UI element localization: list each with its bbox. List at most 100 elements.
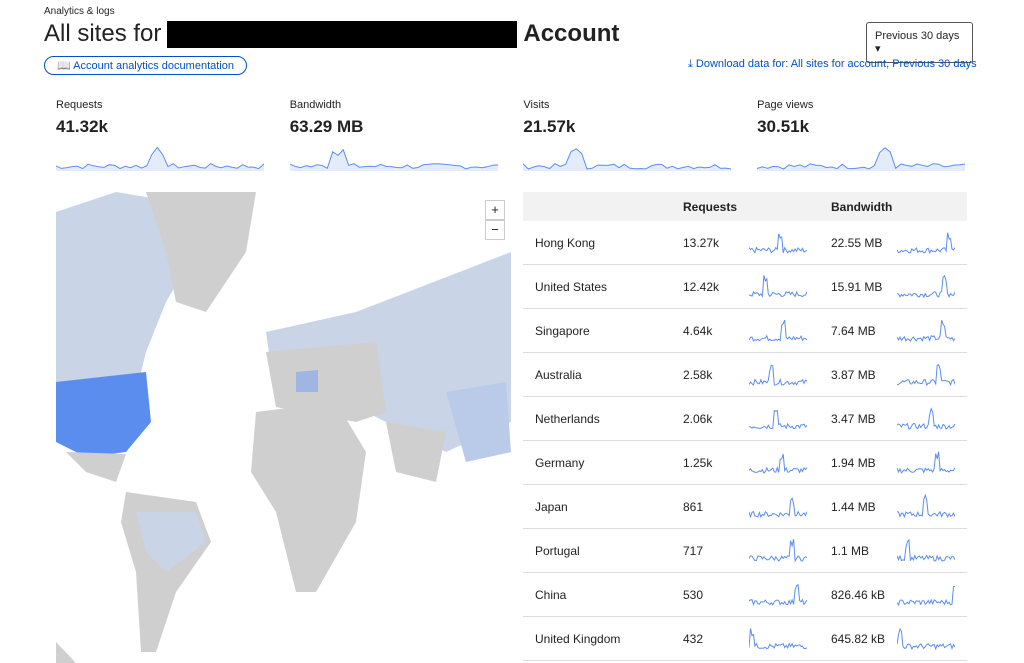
breadcrumb[interactable]: Analytics & logs (44, 6, 115, 17)
spark-line (749, 233, 807, 254)
docs-button[interactable]: 📖 Account analytics documentation (44, 56, 247, 75)
requests: 861 (683, 499, 704, 514)
sparkline (749, 275, 807, 298)
country: Hong Kong (535, 235, 596, 250)
requests: 1.25k (683, 455, 713, 470)
metric-value: 41.32k (56, 117, 108, 136)
period-dropdown[interactable]: Previous 30 days ▾ (866, 22, 973, 63)
metric-label: Page views (757, 99, 814, 111)
country: Germany (535, 455, 585, 470)
table-row: China 530 826.46 kB (523, 573, 967, 617)
sparkline (897, 232, 955, 255)
metric-label: Visits (523, 99, 550, 111)
spark-line (897, 538, 955, 562)
country: Singapore (535, 323, 590, 338)
sparkline (523, 148, 732, 171)
spark-line (749, 497, 807, 519)
requests: 2.06k (683, 411, 713, 426)
bandwidth: 22.55 MB (831, 235, 883, 250)
bandwidth: 1.1 MB (831, 543, 870, 558)
spark-line (897, 627, 955, 651)
requests: 717 (683, 543, 704, 558)
bandwidth: 7.64 MB (831, 323, 876, 338)
spark-line (749, 319, 807, 342)
sparkline (749, 497, 807, 519)
table-row: Singapore 4.64k 7.64 MB (523, 309, 967, 353)
zoom-in[interactable]: + (485, 200, 505, 220)
sparkline (749, 454, 807, 474)
spark-line (749, 538, 807, 563)
zoom-out[interactable]: − (485, 220, 505, 240)
bandwidth: 3.87 MB (831, 367, 876, 382)
sparkline (56, 146, 264, 171)
spark-line (749, 364, 807, 386)
metric: Page views 30.51k (757, 99, 967, 171)
country-table: Requests Bandwidth Hong Kong 13.27k 22.55 … (523, 192, 967, 661)
title-prefix: All sites for (44, 20, 162, 47)
spark-area (523, 148, 732, 171)
sparkline (757, 147, 966, 171)
download-label: Download data for: All sites for account… (695, 58, 977, 70)
sparkline (749, 628, 807, 650)
table-header: Requests Bandwidth (523, 192, 967, 221)
spark-line (897, 320, 955, 343)
spark-line (897, 407, 955, 430)
spark-line (897, 363, 955, 387)
spark-line (897, 232, 955, 255)
bandwidth: 1.44 MB (831, 499, 876, 514)
table-row: United States 12.42k 15.91 MB (523, 265, 967, 309)
sparkline (897, 586, 955, 607)
spark-line (523, 148, 732, 170)
docs-label: Account analytics documentation (73, 60, 234, 72)
metric: Bandwidth 63.29 MB (289, 99, 500, 171)
country: China (535, 587, 567, 602)
requests: 12.42k (683, 279, 720, 294)
sparkline (897, 320, 955, 343)
sparkline (897, 451, 955, 474)
spark-line (749, 583, 807, 607)
requests: 2.58k (683, 367, 713, 382)
metric-label: Bandwidth (289, 99, 342, 111)
sparkline (897, 274, 955, 299)
bandwidth: 3.47 MB (831, 411, 876, 426)
page-title: All sites for Account (44, 20, 619, 48)
sparkline (749, 583, 807, 607)
country: United Kingdom (535, 631, 621, 646)
metric: Requests 41.32k (56, 99, 266, 171)
requests: 13.27k (683, 235, 720, 250)
spark-line (897, 451, 955, 474)
requests: 432 (683, 631, 704, 646)
country: Australia (535, 367, 582, 382)
spark-line (897, 274, 955, 299)
spark-line (897, 586, 955, 607)
table-row: Germany 1.25k 1.94 MB (523, 441, 967, 485)
sparkline (749, 364, 807, 386)
bandwidth: 1.94 MB (831, 455, 876, 470)
bandwidth: 826.46 kB (831, 587, 886, 602)
sparkline (749, 409, 807, 430)
country: Portugal (535, 543, 580, 558)
title-suffix: Account (523, 20, 620, 47)
bandwidth: 645.82 kB (831, 631, 886, 646)
download-link[interactable]: ⤓ Download data for: All sites for accou… (688, 58, 977, 70)
spark-line (749, 454, 807, 474)
table-row: Japan 861 1.44 MB (523, 485, 967, 529)
header-requests[interactable]: Requests (683, 199, 738, 214)
country: United States (535, 279, 608, 294)
metric-value: 21.57k (523, 117, 576, 136)
spark-line (757, 147, 966, 170)
sparkline (749, 233, 807, 254)
spark-line (749, 628, 807, 650)
table-row: Netherlands 2.06k 3.47 MB (523, 397, 967, 441)
sparkline (897, 407, 955, 430)
header-bandwidth[interactable]: Bandwidth (831, 199, 893, 214)
sparkline (749, 319, 807, 342)
table-body: Hong Kong 13.27k 22.55 MB United States 12.4… (523, 221, 967, 661)
spark-line (56, 146, 264, 170)
spark-area (289, 149, 498, 171)
requests: 530 (683, 587, 704, 602)
table-row: Portugal 717 1.1 MB (523, 529, 967, 573)
sparkline (897, 627, 955, 651)
world-map[interactable] (56, 192, 511, 663)
